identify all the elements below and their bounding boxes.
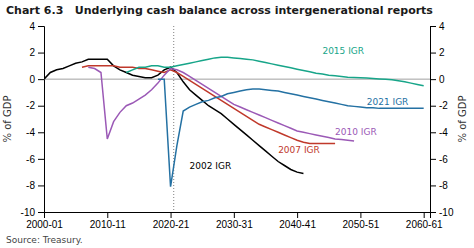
tick: -2	[26, 100, 44, 111]
tick-label: 2	[29, 47, 35, 58]
tick: 2010-11	[90, 212, 126, 230]
tick: 4	[430, 21, 445, 32]
series-line	[82, 66, 335, 144]
y2-axis-title: % of GDP	[457, 96, 468, 143]
tick-label: 2	[439, 47, 445, 58]
tick-mark	[430, 79, 436, 80]
tick-label: 0	[439, 74, 445, 85]
tick-mark	[38, 26, 44, 27]
series-line	[88, 67, 354, 141]
tick: -8	[430, 180, 448, 191]
tick-mark	[430, 212, 436, 213]
tick-mark	[430, 26, 436, 27]
tick: 2030-31	[216, 212, 253, 230]
tick-label: -8	[26, 180, 35, 191]
tick: -10	[430, 207, 454, 218]
tick: 2060-61	[406, 212, 443, 230]
tick-label: 0	[29, 74, 35, 85]
chart-container: 2000-01 2010-11 2020-21 2030-31 2040-41 2050-…	[0, 0, 474, 248]
tick: -6	[430, 154, 448, 165]
tick: 2020-21	[153, 212, 190, 230]
tick-label: 2010-11	[90, 219, 126, 230]
tick-label: -2	[439, 100, 448, 111]
series-label: 2007 IGR	[278, 145, 320, 155]
tick-label: -2	[26, 100, 35, 111]
tick-label: -4	[439, 127, 448, 138]
series-label: 2010 IGR	[335, 127, 377, 137]
tick: -10	[21, 207, 44, 218]
axis-line	[45, 213, 431, 219]
tick: 2	[29, 47, 44, 58]
tick-mark	[38, 212, 44, 213]
series-line	[44, 59, 303, 173]
tick-label: -10	[21, 207, 36, 218]
source-note: Source: Treasury.	[6, 235, 83, 245]
tick: -8	[26, 180, 44, 191]
tick: -6	[26, 154, 44, 165]
tick-mark	[430, 106, 436, 107]
axis-line	[431, 27, 437, 213]
tick: 2050-51	[343, 212, 380, 230]
tick-mark	[297, 212, 298, 218]
tick-label: 2020-21	[153, 219, 190, 230]
series-labels: 2002 IGR 2007 IGR 2010 IGR 2015 IGR 2021 IGR	[190, 46, 409, 170]
tick-label: 2030-31	[216, 219, 253, 230]
tick-label: 2000-01	[26, 219, 63, 230]
tick-mark	[234, 212, 235, 218]
tick: -4	[430, 127, 448, 138]
tick-mark	[430, 185, 436, 186]
plot-marks	[44, 26, 430, 212]
series-line	[126, 57, 423, 86]
chart-svg: 2000-01 2010-11 2020-21 2030-31 2040-41 2050-…	[0, 0, 474, 248]
tick: 0	[430, 74, 445, 85]
tick-mark	[38, 159, 44, 160]
y-axis-title: % of GDP	[2, 96, 13, 143]
tick-mark	[430, 53, 436, 54]
series-label: 2021 IGR	[367, 97, 409, 107]
tick-label: 4	[439, 21, 445, 32]
series-label: 2015 IGR	[322, 46, 364, 56]
tick: 2	[430, 47, 445, 58]
chart-title: Chart 6.3 Underlying cash balance across…	[6, 4, 433, 17]
tick: 0	[29, 74, 44, 85]
y2-axis: -10 -8 -6 -4 -2 0 2 4	[430, 21, 454, 218]
tick-mark	[430, 132, 436, 133]
plot-area: 2000-01 2010-11 2020-21 2030-31 2040-41 2050-…	[21, 21, 454, 230]
tick: -2	[430, 100, 448, 111]
y-axis: -10 -8 -6 -4 -2 0 2 4	[21, 21, 45, 218]
axis-line	[38, 27, 45, 213]
tick-label: -6	[439, 154, 448, 165]
tick-label: 4	[29, 21, 35, 32]
series-label: 2002 IGR	[190, 161, 232, 171]
tick-mark	[38, 185, 44, 186]
tick-mark	[38, 106, 44, 107]
series-line	[158, 79, 424, 187]
tick-mark	[360, 212, 361, 218]
tick-mark	[107, 212, 108, 218]
tick-mark	[430, 159, 436, 160]
tick-label: 2040-41	[279, 219, 316, 230]
tick-label: -6	[26, 154, 35, 165]
tick-mark	[171, 212, 172, 218]
tick: -4	[26, 127, 44, 138]
tick-mark	[38, 132, 44, 133]
tick-label: -10	[439, 207, 454, 218]
tick-label: -8	[439, 180, 448, 191]
tick-mark	[424, 212, 425, 218]
tick-label: -4	[26, 127, 35, 138]
tick: 4	[29, 21, 44, 32]
reference-line	[173, 26, 174, 212]
tick-label: 2050-51	[343, 219, 380, 230]
tick-mark	[38, 79, 44, 80]
tick-mark	[38, 53, 44, 54]
tick-label: 2060-61	[406, 219, 443, 230]
tick: 2040-41	[279, 212, 316, 230]
x-axis: 2000-01 2010-11 2020-21 2030-31 2040-41 2050-…	[26, 212, 443, 230]
